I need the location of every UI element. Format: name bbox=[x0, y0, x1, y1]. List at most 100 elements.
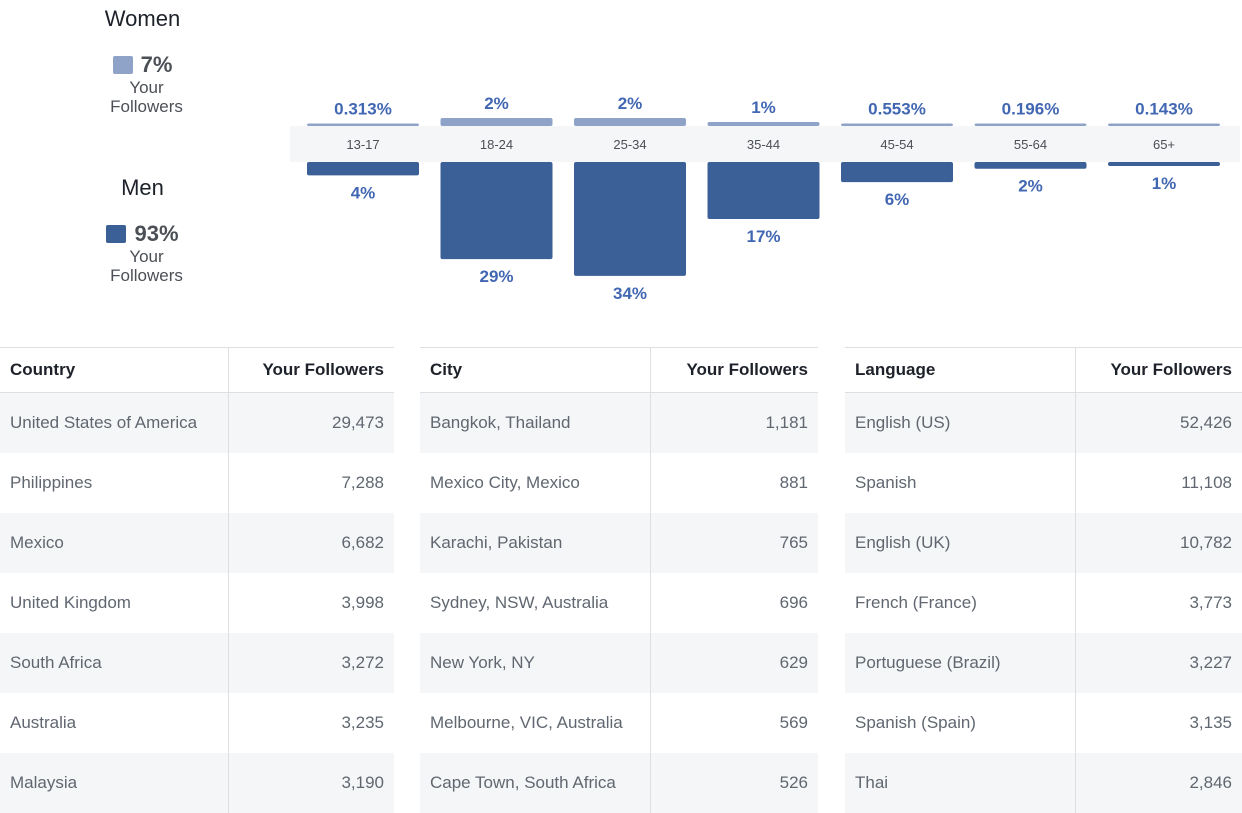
row-value: 29,473 bbox=[228, 392, 394, 453]
men-pct-label: 6% bbox=[885, 190, 910, 209]
row-label: Thai bbox=[845, 753, 1076, 813]
table-row: Australia 3,235 bbox=[0, 693, 394, 753]
men-swatch bbox=[106, 225, 127, 243]
row-value: 3,998 bbox=[228, 573, 394, 633]
age-tick-label: 55-64 bbox=[1014, 137, 1047, 152]
men-sub: Your Followers bbox=[68, 247, 225, 285]
row-label: French (France) bbox=[855, 593, 977, 612]
women-sub: Your Followers bbox=[68, 78, 225, 116]
row-value: 765 bbox=[650, 513, 818, 573]
row-value: 569 bbox=[650, 693, 818, 753]
women-pct-label: 2% bbox=[618, 94, 643, 113]
row-label: Spanish bbox=[855, 473, 917, 492]
men-pct-label: 2% bbox=[1018, 177, 1043, 196]
row-label: English (US) bbox=[845, 392, 1076, 453]
row-value: 1,181 bbox=[650, 392, 818, 453]
column-header[interactable]: City bbox=[420, 347, 651, 393]
women-pct: 7% bbox=[140, 52, 173, 77]
table-row: Spanish 11,108 bbox=[845, 453, 1242, 513]
men-bar bbox=[974, 162, 1087, 169]
table-row: English (US) 52,426 bbox=[845, 392, 1242, 453]
men-sub-line1: Your bbox=[129, 247, 164, 266]
women-swatch bbox=[112, 56, 133, 74]
row-label: Mexico City, Mexico bbox=[430, 473, 580, 492]
men-pct-label: 4% bbox=[351, 183, 376, 202]
table-row: Spanish (Spain) 3,135 bbox=[845, 693, 1242, 753]
row-label: South Africa bbox=[0, 633, 229, 693]
country-table: Country Your Followers United States of Am… bbox=[0, 347, 394, 813]
row-label: Malaysia bbox=[0, 753, 229, 813]
table-row: Bangkok, Thailand 1,181 bbox=[420, 392, 818, 453]
men-title: Men bbox=[121, 175, 164, 200]
age-tick-label: 65+ bbox=[1153, 137, 1175, 152]
women-pct-label: 2% bbox=[484, 94, 509, 113]
row-label: Karachi, Pakistan bbox=[420, 513, 651, 573]
language-table: Language Your Followers English (US) 52,426… bbox=[845, 347, 1242, 813]
row-value: 629 bbox=[650, 633, 818, 693]
table-header-row: Country Your Followers bbox=[0, 347, 394, 393]
row-label: United Kingdom bbox=[10, 593, 131, 612]
table-row: South Africa 3,272 bbox=[0, 633, 394, 693]
row-value: 3,272 bbox=[228, 633, 394, 693]
women-bar bbox=[574, 118, 686, 126]
city-table: City Your Followers Bangkok, Thailand 1,181… bbox=[420, 347, 818, 813]
table-header-row: Language Your Followers bbox=[845, 347, 1242, 393]
women-legend: Women 7% Your Followers bbox=[60, 6, 225, 116]
row-value: 3,190 bbox=[228, 753, 394, 813]
column-header[interactable]: Your Followers bbox=[1074, 347, 1242, 393]
table-row: United Kingdom 3,998 bbox=[0, 573, 394, 633]
women-bar bbox=[1108, 123, 1220, 126]
table-header-row: City Your Followers bbox=[420, 347, 818, 393]
row-value: 2,846 bbox=[1074, 753, 1242, 813]
row-value: 881 bbox=[650, 453, 818, 513]
table-row: Mexico 6,682 bbox=[0, 513, 394, 573]
table-row: New York, NY 629 bbox=[420, 633, 818, 693]
women-bar bbox=[974, 123, 1087, 126]
men-bar bbox=[307, 162, 419, 176]
men-bar bbox=[1108, 162, 1220, 166]
row-value: 526 bbox=[650, 753, 818, 813]
table-row: Malaysia 3,190 bbox=[0, 753, 394, 813]
row-label: Spanish (Spain) bbox=[855, 713, 976, 732]
men-pct-label: 17% bbox=[746, 227, 780, 246]
men-pct-row: 93% bbox=[60, 221, 225, 247]
women-sub-line1: Your bbox=[129, 78, 164, 97]
table-row: United States of America 29,473 bbox=[0, 392, 394, 453]
table-row: Cape Town, South Africa 526 bbox=[420, 753, 818, 813]
men-pct: 93% bbox=[134, 221, 179, 246]
row-value: 6,682 bbox=[228, 513, 394, 573]
age-tick-label: 18-24 bbox=[480, 137, 513, 152]
row-label: Bangkok, Thailand bbox=[420, 392, 651, 453]
women-pct-row: 7% bbox=[60, 52, 225, 78]
row-label: Australia bbox=[10, 713, 77, 732]
table-row: Portuguese (Brazil) 3,227 bbox=[845, 633, 1242, 693]
row-value: 3,773 bbox=[1074, 573, 1242, 633]
women-pct-label: 0.143% bbox=[1135, 100, 1193, 119]
column-header[interactable]: Language bbox=[845, 347, 1076, 393]
women-pct-label: 0.196% bbox=[1002, 100, 1060, 119]
men-bar bbox=[574, 162, 686, 276]
row-label: Cape Town, South Africa bbox=[420, 753, 651, 813]
women-bar bbox=[307, 123, 419, 126]
row-label: Mexico bbox=[0, 513, 229, 573]
row-value: 10,782 bbox=[1074, 513, 1242, 573]
row-label: Portuguese (Brazil) bbox=[845, 633, 1076, 693]
men-sub-line2: Followers bbox=[110, 266, 183, 285]
row-value: 3,135 bbox=[1074, 693, 1242, 753]
row-label: Philippines bbox=[10, 473, 93, 492]
row-value: 696 bbox=[650, 573, 818, 633]
row-value: 52,426 bbox=[1074, 392, 1242, 453]
column-header[interactable]: Country bbox=[0, 347, 229, 393]
row-label: Melbourne, VIC, Australia bbox=[430, 713, 623, 732]
row-value: 3,227 bbox=[1074, 633, 1242, 693]
table-row: English (UK) 10,782 bbox=[845, 513, 1242, 573]
column-header[interactable]: Your Followers bbox=[650, 347, 818, 393]
men-bar bbox=[841, 162, 953, 183]
row-label: United States of America bbox=[0, 392, 229, 453]
age-tick-label: 25-34 bbox=[613, 137, 646, 152]
column-header[interactable]: Your Followers bbox=[228, 347, 394, 393]
women-bar bbox=[440, 118, 553, 126]
women-pct-label: 0.553% bbox=[868, 100, 926, 119]
age-band bbox=[290, 126, 1240, 162]
men-pct-label: 1% bbox=[1152, 174, 1177, 193]
